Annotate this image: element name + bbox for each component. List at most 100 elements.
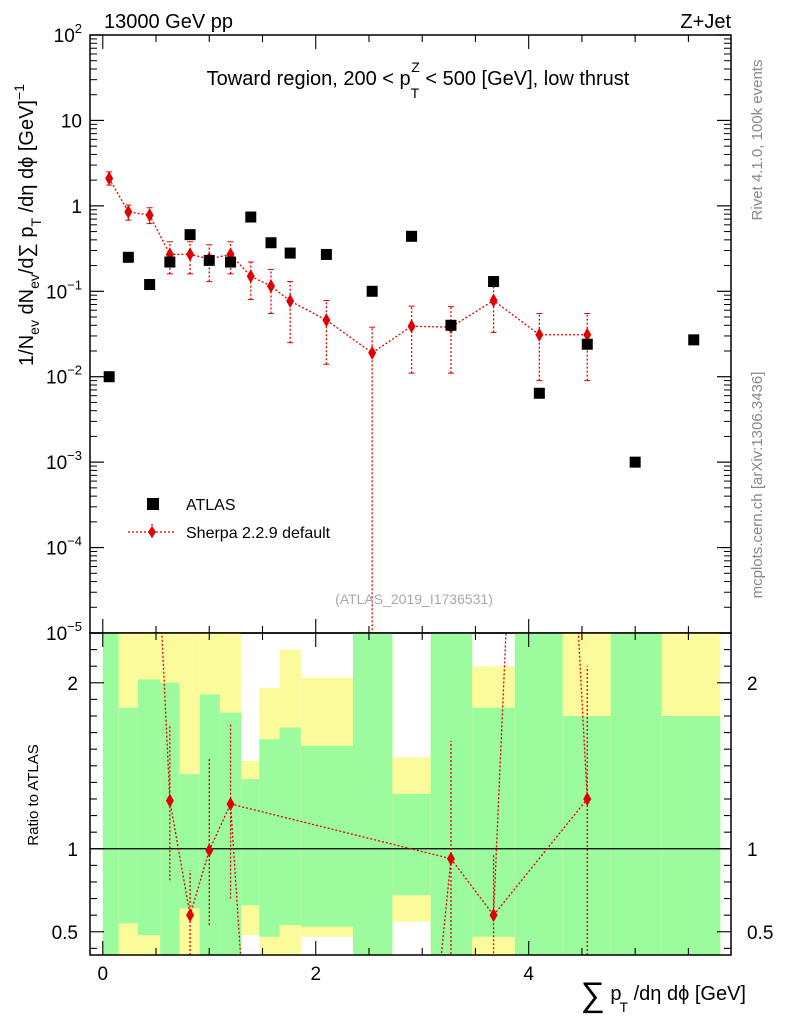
atlas-point — [103, 371, 115, 383]
ratio-offscale-segment — [229, 803, 242, 955]
sherpa-point — [145, 208, 154, 223]
ratio-point — [226, 796, 235, 811]
atlas-point — [265, 237, 277, 249]
sherpa-point — [322, 313, 331, 328]
ratio-band-green — [514, 633, 563, 955]
y-tick-base: 10 — [54, 26, 75, 47]
main-frame — [89, 34, 732, 634]
ratio-band-green — [137, 679, 161, 936]
atlas-point — [406, 230, 418, 242]
legend-sherpa-marker — [148, 526, 156, 538]
atlas-point — [488, 276, 500, 288]
legend-sherpa-label: Sherpa 2.2.9 default — [186, 525, 331, 542]
ratio-band-green — [661, 715, 721, 955]
y-tick-base: 10 — [46, 539, 67, 560]
atlas-point — [445, 319, 457, 331]
ratio-band-green — [353, 633, 393, 955]
ratio-point — [205, 843, 214, 858]
y-tick-exponent: −5 — [67, 619, 82, 634]
ratio-tick-label: 2 — [67, 674, 78, 695]
chart-title-sub: T — [411, 85, 420, 101]
atlas-point — [245, 211, 257, 223]
y-axis-label: 1/Nev dNev/d∑ pT /dη dϕ [GeV]−1 — [11, 84, 44, 366]
header-right: Z+Jet — [680, 11, 731, 33]
sherpa-point — [124, 204, 133, 219]
ratio-band-green — [279, 727, 301, 926]
legend-atlas-label: ATLAS — [186, 497, 236, 514]
watermark: (ATLAS_2019_I1736531) — [335, 591, 493, 607]
y-tick-exponent: −4 — [67, 534, 82, 549]
ratio-y-label: Ratio to ATLAS — [25, 744, 42, 845]
rivet-label: Rivet 4.1.0, 100k events — [749, 60, 766, 221]
y-tick-label: 1 — [71, 197, 82, 218]
y-tick-base: 10 — [46, 282, 67, 303]
y-tick-base: 10 — [46, 624, 67, 645]
atlas-point — [320, 248, 332, 260]
ratio-connector — [230, 803, 452, 860]
ratio-tick-label: 0.5 — [52, 923, 78, 944]
ratio-point — [489, 908, 498, 923]
y-tick-exponent: 2 — [75, 21, 82, 36]
y-tick-exponent: −1 — [67, 277, 82, 292]
ratio-band-green — [562, 715, 611, 955]
ratio-point — [446, 851, 455, 866]
atlas-point — [122, 251, 134, 263]
x-tick-label: 4 — [523, 964, 534, 985]
ratio-tick-label-right: 0.5 — [747, 923, 773, 944]
y-tick-label: 102 — [54, 21, 82, 47]
atlas-point — [164, 256, 176, 268]
sherpa-point — [165, 247, 174, 262]
atlas-point — [366, 285, 378, 297]
sherpa-point — [105, 171, 114, 186]
y-tick-label: 10 — [61, 111, 82, 132]
ratio-connector — [493, 798, 588, 916]
atlas-point — [688, 334, 700, 346]
y-tick-exponent: −2 — [67, 363, 82, 378]
ratio-panel: 0 2 4 0.5 0.5 1 1 2 2 — [52, 632, 773, 985]
ratio-connector — [208, 803, 232, 851]
chart-title-sup: Z — [411, 59, 420, 75]
y-tick-label: 10−4 — [46, 534, 82, 560]
ratio-band-green — [300, 745, 354, 927]
ratio-connector — [169, 800, 191, 916]
atlas-point — [144, 279, 156, 291]
sherpa-point — [407, 319, 416, 334]
atlas-point — [533, 387, 545, 399]
main-content — [103, 171, 700, 633]
ratio-tick-label: 1 — [67, 840, 78, 861]
ratio-tick-label-right: 1 — [747, 840, 758, 861]
ratio-band-green — [241, 779, 260, 906]
ratio-frame — [89, 632, 732, 956]
ratio-band-green — [118, 707, 138, 924]
sherpa-point — [246, 269, 255, 284]
sherpa-point — [286, 293, 295, 308]
sherpa-point — [267, 279, 276, 294]
chart-title-prefix: Toward region, 200 < p — [207, 68, 411, 90]
ratio-band-green — [259, 739, 280, 937]
ratio-connector — [189, 850, 210, 916]
sherpa-point — [535, 327, 544, 342]
sherpa-line — [108, 178, 588, 354]
atlas-point — [203, 254, 215, 266]
y-tick-base: 10 — [46, 368, 67, 389]
sherpa-point — [583, 327, 592, 342]
y-tick-label: 10−5 — [46, 619, 82, 645]
ratio-band-green — [392, 794, 431, 896]
y-tick-label: 10−3 — [46, 448, 82, 474]
legend: ATLAS Sherpa 2.2.9 default — [128, 497, 331, 542]
y-tick-label: 10−1 — [46, 277, 82, 303]
y-tick-base: 1 — [71, 197, 82, 218]
x-tick-label: 0 — [97, 964, 108, 985]
ratio-point — [165, 793, 174, 808]
header-left: 13000 GeV pp — [104, 11, 233, 33]
atlas-point — [184, 229, 196, 241]
legend-atlas-marker — [147, 498, 159, 510]
atlas-point — [581, 338, 593, 350]
atlas-point — [225, 256, 237, 268]
chart-title-suffix: < 500 [GeV], low thrust — [420, 68, 630, 90]
y-tick-base: 10 — [61, 111, 82, 132]
sherpa-point — [226, 247, 235, 262]
sherpa-point — [186, 247, 195, 262]
